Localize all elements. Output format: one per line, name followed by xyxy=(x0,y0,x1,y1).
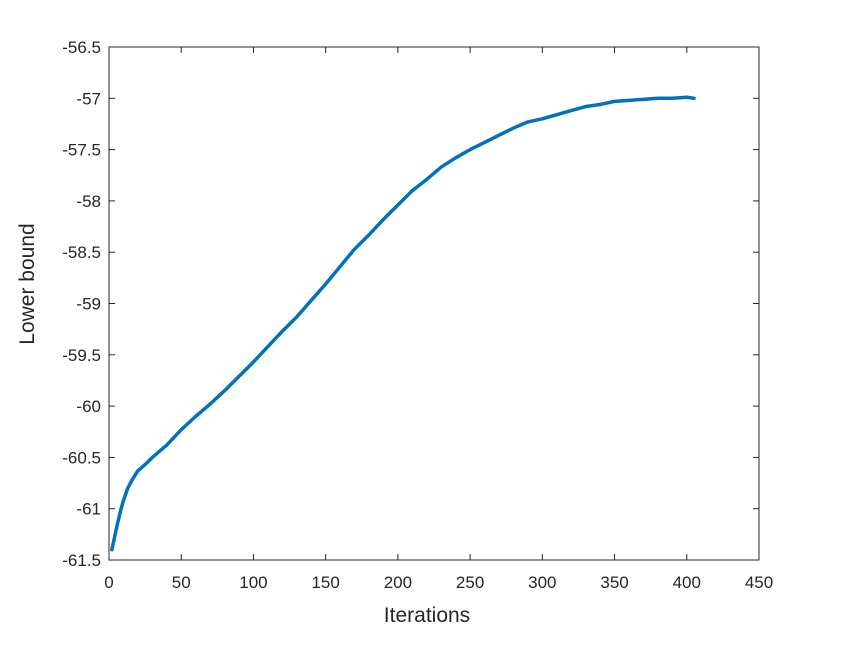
x-tick-label: 300 xyxy=(528,573,556,592)
y-axis-label: Lower bound xyxy=(16,223,39,344)
x-tick-label: 0 xyxy=(104,573,113,592)
x-tick-label: 350 xyxy=(600,573,628,592)
x-tick-label: 250 xyxy=(456,573,484,592)
y-tick-label: -60 xyxy=(76,397,101,416)
y-tick-label: -61.5 xyxy=(62,551,101,570)
y-tick-label: -58 xyxy=(76,192,101,211)
series-line-0 xyxy=(110,95,696,552)
x-axis-ticks: 0 50 100 150 200 250 300 350 400 450 xyxy=(104,47,773,592)
series-layer xyxy=(110,95,696,552)
x-tick-label: 450 xyxy=(745,573,773,592)
x-tick-label: 200 xyxy=(384,573,412,592)
plot-area xyxy=(109,47,759,560)
x-tick-label: 150 xyxy=(311,573,339,592)
x-tick-label: 100 xyxy=(239,573,267,592)
y-axis-ticks: -56.5 -57 -57.5 -58 -58.5 -59 -59.5 -60 -60.5 -61… xyxy=(62,38,759,570)
y-tick-label: -59.5 xyxy=(62,346,101,365)
y-tick-label: -57.5 xyxy=(62,141,101,160)
x-tick-label: 400 xyxy=(673,573,701,592)
x-axis-label: Iterations xyxy=(384,604,470,627)
x-tick-label: 50 xyxy=(172,573,191,592)
y-tick-label: -57 xyxy=(76,89,101,108)
y-tick-label: -58.5 xyxy=(62,243,101,262)
y-tick-label: -56.5 xyxy=(62,38,101,57)
y-tick-label: -59 xyxy=(76,295,101,314)
y-tick-label: -60.5 xyxy=(62,448,101,467)
y-tick-label: -61 xyxy=(76,500,101,519)
